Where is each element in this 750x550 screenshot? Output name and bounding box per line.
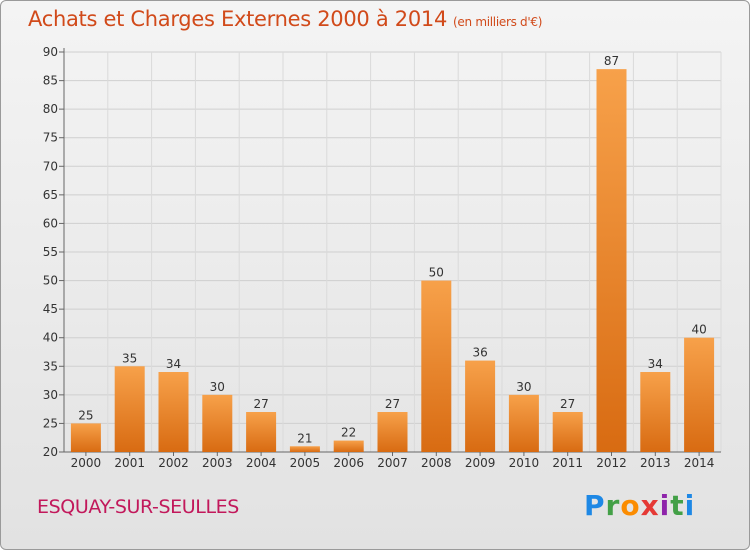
bar — [421, 280, 452, 452]
y-tick-label: 25 — [43, 416, 58, 430]
y-tick-label: 65 — [43, 188, 58, 202]
logo-letter: t — [670, 489, 685, 522]
proxiti-logo: Proxiti — [584, 489, 695, 522]
y-tick-label: 55 — [43, 245, 58, 259]
bar — [158, 372, 189, 452]
bar — [640, 372, 671, 452]
x-tick-label: 2010 — [509, 456, 540, 470]
y-tick-label: 35 — [43, 359, 58, 373]
data-label: 30 — [210, 380, 225, 394]
data-label: 34 — [166, 357, 181, 371]
logo-letter: i — [684, 489, 696, 522]
y-tick-label: 45 — [43, 302, 58, 316]
bar — [377, 412, 408, 452]
bar — [465, 360, 496, 452]
y-tick-label: 40 — [43, 331, 58, 345]
x-tick-label: 2011 — [552, 456, 583, 470]
x-tick-label: 2007 — [377, 456, 408, 470]
bar — [552, 412, 583, 452]
data-label: 34 — [648, 357, 663, 371]
logo-letter: x — [640, 489, 660, 522]
x-tick-label: 2002 — [158, 456, 189, 470]
y-tick-label: 85 — [43, 74, 58, 88]
logo-letter: P — [584, 489, 606, 522]
title-text: Achats et Charges Externes 2000 à 2014 — [28, 7, 448, 31]
y-tick-label: 70 — [43, 159, 58, 173]
bar — [246, 412, 277, 452]
x-tick-label: 2014 — [684, 456, 715, 470]
x-tick-label: 2008 — [421, 456, 452, 470]
x-tick-label: 2004 — [246, 456, 277, 470]
y-tick-label: 75 — [43, 131, 58, 145]
y-tick-label: 20 — [43, 445, 58, 459]
bar — [114, 366, 145, 452]
bar — [508, 394, 539, 452]
commune-name: ESQUAY-SUR-SEULLES — [37, 496, 239, 518]
data-label: 87 — [604, 54, 619, 68]
bar — [202, 394, 233, 452]
x-tick-label: 2009 — [465, 456, 496, 470]
bar — [333, 440, 364, 452]
labels: 20 25 30 35 40 45 50 55 60 65 70 75 80 85 90 25 2000 35 20… — [43, 45, 715, 470]
data-label: 35 — [122, 351, 137, 365]
y-tick-label: 90 — [43, 45, 58, 59]
data-label: 21 — [297, 431, 312, 445]
y-tick-label: 30 — [43, 388, 58, 402]
data-label: 40 — [691, 323, 706, 337]
data-label: 30 — [516, 380, 531, 394]
x-tick-label: 2006 — [333, 456, 364, 470]
data-label: 27 — [385, 397, 400, 411]
bar — [596, 69, 627, 453]
bars — [70, 69, 715, 453]
x-tick-label: 2013 — [640, 456, 671, 470]
x-tick-label: 2000 — [71, 456, 102, 470]
y-tick-label: 60 — [43, 216, 58, 230]
chart-subtitle: (en milliers d'€) — [453, 15, 543, 29]
x-tick-label: 2003 — [202, 456, 233, 470]
y-tick-label: 50 — [43, 274, 58, 288]
logo-letter: r — [605, 489, 621, 522]
y-tick-label: 80 — [43, 102, 58, 116]
data-label: 25 — [78, 408, 93, 422]
x-tick-label: 2005 — [290, 456, 321, 470]
data-label: 50 — [429, 266, 444, 280]
bar — [684, 337, 715, 452]
x-tick-label: 2001 — [114, 456, 145, 470]
bar — [70, 423, 101, 452]
data-label: 36 — [472, 346, 487, 360]
data-label: 27 — [253, 397, 268, 411]
chart-title: Achats et Charges Externes 2000 à 2014 (e… — [28, 7, 542, 31]
data-label: 22 — [341, 426, 356, 440]
logo-letter: i — [659, 489, 671, 522]
bar — [289, 446, 320, 452]
logo-letter: o — [620, 489, 641, 522]
data-label: 27 — [560, 397, 575, 411]
x-tick-label: 2012 — [596, 456, 627, 470]
